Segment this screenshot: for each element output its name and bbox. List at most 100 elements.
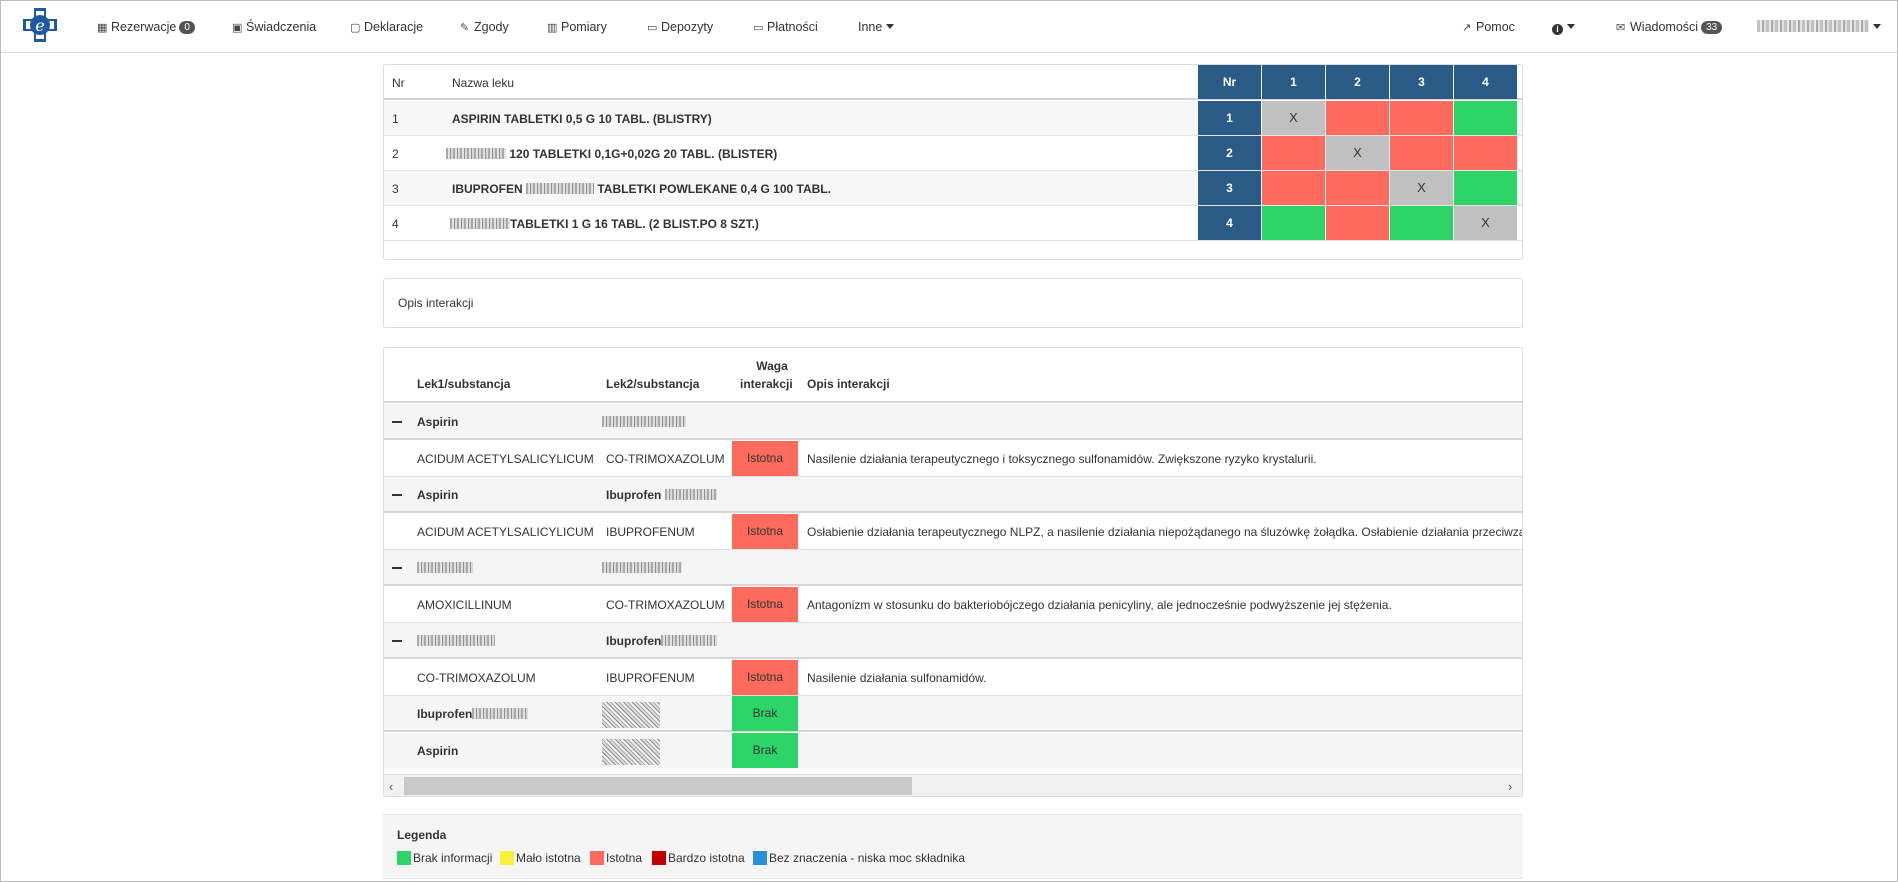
group-lek1 [417, 561, 473, 575]
redacted-text [602, 562, 682, 573]
collapse-minus-icon[interactable] [392, 640, 402, 642]
credit-card-icon: ▭ [753, 22, 764, 34]
matrix-row: 1 ASPIRIN TABLETKI 0,5 G 10 TABL. (BLIST… [384, 101, 1522, 136]
interaction-group-row[interactable] [384, 550, 1522, 586]
matrix-hdr-3: 3 [1389, 65, 1453, 99]
scroll-right-arrow-icon[interactable]: › [1508, 779, 1513, 794]
matrix-cell-1-3[interactable] [1389, 101, 1453, 135]
legend-swatch-yellow [500, 851, 514, 865]
user-menu-dropdown[interactable] [1757, 17, 1881, 37]
matrix-cell-3-4[interactable] [1453, 171, 1517, 205]
row-nr: 4 [392, 217, 399, 231]
nav-deklaracje[interactable]: ▢ Deklaracje [350, 17, 423, 37]
interaction-group-row[interactable]: Ibuprofen [384, 623, 1522, 659]
interaction-group-row[interactable]: Aspirin [384, 404, 1522, 440]
horizontal-scrollbar[interactable]: ‹ › [384, 774, 1522, 796]
col-lek2: Lek2/substancja [606, 377, 700, 391]
group-lek2 [602, 415, 686, 429]
matrix-row: 4 TABLETKI 1 G 16 TABL. (2 BLIST.PO 8 SZ… [384, 206, 1522, 241]
caret-down-icon [1567, 24, 1575, 29]
matrix-col-name: Nazwa leku [452, 76, 515, 90]
group-lek2: Ibuprofen [606, 488, 717, 502]
matrix-row: 2 120 TABLETKI 0,1G+0,02G 20 TABL. (BLIS… [384, 136, 1522, 171]
drug-name: IBUPROFEN TABLETKI POWLEKANE 0,4 G 100 T… [452, 182, 831, 196]
nav-inne-dropdown[interactable]: Inne [858, 17, 895, 37]
matrix-cell-3-1[interactable] [1261, 171, 1325, 205]
interaction-detail-row: AMOXICILLINUM CO-TRIMOXAZOLUM Istotna An… [384, 587, 1522, 623]
matrix-hdr-4: 4 [1453, 65, 1517, 99]
detail-opis: Nasilenie działania terapeutycznego i to… [807, 452, 1317, 466]
comments-icon: ✉ [1616, 22, 1626, 34]
scrollbar-thumb[interactable] [404, 777, 912, 795]
matrix-cell-3-2[interactable] [1325, 171, 1389, 205]
collapse-minus-icon[interactable] [392, 494, 402, 496]
interaction-group-row[interactable]: Aspirin Ibuprofen [384, 477, 1522, 513]
nav-platnosci[interactable]: ▭ Płatności [753, 17, 818, 37]
medkit-icon: ▣ [232, 22, 243, 34]
calendar-icon: ▦ [97, 22, 108, 34]
interaction-none-row: Aspirin Brak [384, 733, 1522, 769]
matrix-cell-2-3[interactable] [1389, 136, 1453, 170]
matrix-cell-2-2[interactable]: X [1325, 136, 1389, 170]
matrix-cell-1-1[interactable]: X [1261, 101, 1325, 135]
svg-text:e: e [35, 16, 44, 35]
redacted-text [446, 148, 506, 159]
redacted-image [602, 739, 660, 765]
none-lek1: Ibuprofen [417, 707, 529, 721]
redacted-text [417, 635, 495, 646]
severity-badge: Brak [732, 733, 798, 768]
detail-lek2: CO-TRIMOXAZOLUM [606, 452, 725, 466]
matrix-cell-4-3[interactable] [1389, 206, 1453, 240]
legend-item-malo-istotna: Mało istotna [500, 851, 581, 865]
edit-icon: ✎ [460, 22, 470, 34]
nav-pomiary[interactable]: ▥ Pomiary [547, 17, 607, 37]
matrix-cell-1-4[interactable] [1453, 101, 1517, 135]
nav-zgody[interactable]: ✎ Zgody [460, 17, 509, 37]
interaction-detail-row: ACIDUM ACETYLSALICYLICUM CO-TRIMOXAZOLUM… [384, 441, 1522, 477]
external-link-icon: ↗ [1462, 22, 1472, 34]
row-index-cell: 2 [1197, 136, 1261, 170]
document-icon: ▢ [350, 22, 361, 34]
nav-wiadomosci[interactable]: ✉ Wiadomości 33 [1616, 17, 1723, 37]
nav-pomoc[interactable]: ↗ Pomoc [1462, 17, 1515, 37]
scroll-left-arrow-icon[interactable]: ‹ [389, 779, 394, 794]
severity-badge: Istotna [732, 441, 798, 476]
detail-opis: Nasilenie działania sulfonamidów. [807, 671, 987, 685]
interaction-description-label: Opis interakcji [398, 296, 474, 310]
matrix-cell-4-2[interactable] [1325, 206, 1389, 240]
matrix-cell-3-3[interactable]: X [1389, 171, 1453, 205]
none-lek2 [602, 739, 660, 765]
detail-lek1: AMOXICILLINUM [417, 598, 512, 612]
matrix-cell-2-4[interactable] [1453, 136, 1517, 170]
credit-card-icon: ▭ [647, 22, 658, 34]
col-waga-line1: Waga [756, 359, 788, 373]
nav-depozyty[interactable]: ▭ Depozyty [647, 17, 713, 37]
drug-name: ASPIRIN TABLETKI 0,5 G 10 TABL. (BLISTRY… [452, 112, 712, 126]
app-logo[interactable]: e [21, 6, 59, 44]
col-opis: Opis interakcji [807, 377, 890, 391]
legend-swatch-red [590, 851, 604, 865]
severity-badge: Istotna [732, 587, 798, 622]
matrix-col-nr: Nr [392, 76, 405, 90]
severity-badge: Istotna [732, 514, 798, 549]
nav-rezerwacje[interactable]: ▦ Rezerwacje 0 [97, 17, 195, 37]
legend-item-bez-znaczenia: Bez znaczenia - niska moc składnika [753, 851, 965, 865]
matrix-cell-4-4[interactable]: X [1453, 206, 1517, 240]
matrix-cell-4-1[interactable] [1261, 206, 1325, 240]
matrix-row: 3 IBUPROFEN TABLETKI POWLEKANE 0,4 G 100… [384, 171, 1522, 206]
top-navbar: e ▦ Rezerwacje 0 ▣ Świadczenia ▢ Deklaracje … [1, 1, 1897, 53]
legend-item-istotna: Istotna [590, 851, 642, 865]
nav-swiadczenia[interactable]: ▣ Świadczenia [232, 17, 316, 37]
group-lek1 [417, 634, 495, 648]
legend-title: Legenda [397, 828, 447, 842]
caret-down-icon [886, 24, 895, 29]
collapse-minus-icon[interactable] [392, 567, 402, 569]
info-dropdown[interactable]: i [1552, 17, 1575, 37]
redacted-text [417, 562, 473, 573]
redacted-text [526, 183, 595, 194]
redacted-text [661, 635, 718, 646]
group-lek2: Ibuprofen [606, 634, 718, 648]
matrix-cell-1-2[interactable] [1325, 101, 1389, 135]
matrix-cell-2-1[interactable] [1261, 136, 1325, 170]
collapse-minus-icon[interactable] [392, 421, 402, 423]
